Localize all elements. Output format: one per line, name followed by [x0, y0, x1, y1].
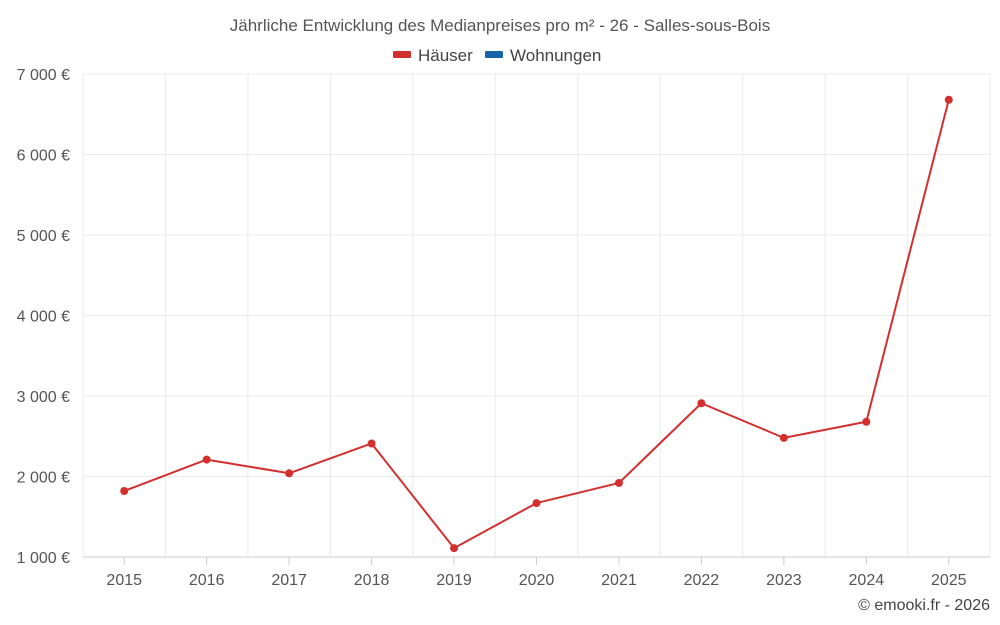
data-point[interactable]	[202, 455, 211, 464]
data-point[interactable]	[450, 544, 459, 553]
y-tick-label: 7 000 €	[17, 67, 70, 84]
grid	[82, 73, 991, 557]
legend-item-wohnungen[interactable]: Wohnungen	[485, 46, 601, 65]
data-point[interactable]	[285, 469, 294, 478]
data-point[interactable]	[944, 95, 953, 104]
series-haeuser	[120, 95, 953, 553]
y-tick-label: 6 000 €	[17, 148, 70, 165]
data-point[interactable]	[614, 478, 623, 487]
legend-swatch-haeuser	[393, 51, 411, 58]
data-point[interactable]	[120, 486, 129, 495]
x-tick-label: 2025	[931, 572, 967, 589]
x-tick-label: 2019	[436, 572, 472, 589]
x-tick-label: 2021	[601, 572, 637, 589]
chart-title: Jährliche Entwicklung des Medianpreises …	[230, 16, 770, 35]
legend-item-haeuser[interactable]: Häuser	[393, 46, 473, 65]
x-tick-label: 2017	[271, 572, 307, 589]
legend-swatch-wohnungen	[485, 51, 503, 58]
y-tick-label: 4 000 €	[17, 309, 70, 326]
data-point[interactable]	[779, 433, 788, 442]
x-tick-label: 2022	[684, 572, 720, 589]
credit: © emooki.fr - 2026	[858, 597, 990, 614]
x-tick-label: 2020	[519, 572, 555, 589]
data-point[interactable]	[697, 399, 706, 408]
legend-label-wohnungen: Wohnungen	[510, 46, 601, 65]
x-tick-label: 2018	[354, 572, 390, 589]
data-point[interactable]	[862, 417, 871, 426]
x-tick-label: 2024	[849, 572, 885, 589]
y-tick-label: 3 000 €	[17, 389, 70, 406]
x-tick-label: 2015	[106, 572, 142, 589]
legend: Häuser Wohnungen	[393, 46, 601, 65]
legend-label-haeuser: Häuser	[418, 46, 473, 65]
data-point[interactable]	[532, 499, 541, 508]
y-tick-label: 5 000 €	[17, 228, 70, 245]
axes: 1 000 € 2 000 € 3 000 € 4 000 € 5 000 € 6 000…	[17, 67, 990, 589]
y-tick-label: 2 000 €	[17, 470, 70, 487]
x-tick-label: 2023	[766, 572, 802, 589]
data-point[interactable]	[367, 439, 376, 448]
x-tick-label: 2016	[189, 572, 225, 589]
y-tick-label: 1 000 €	[17, 550, 70, 567]
